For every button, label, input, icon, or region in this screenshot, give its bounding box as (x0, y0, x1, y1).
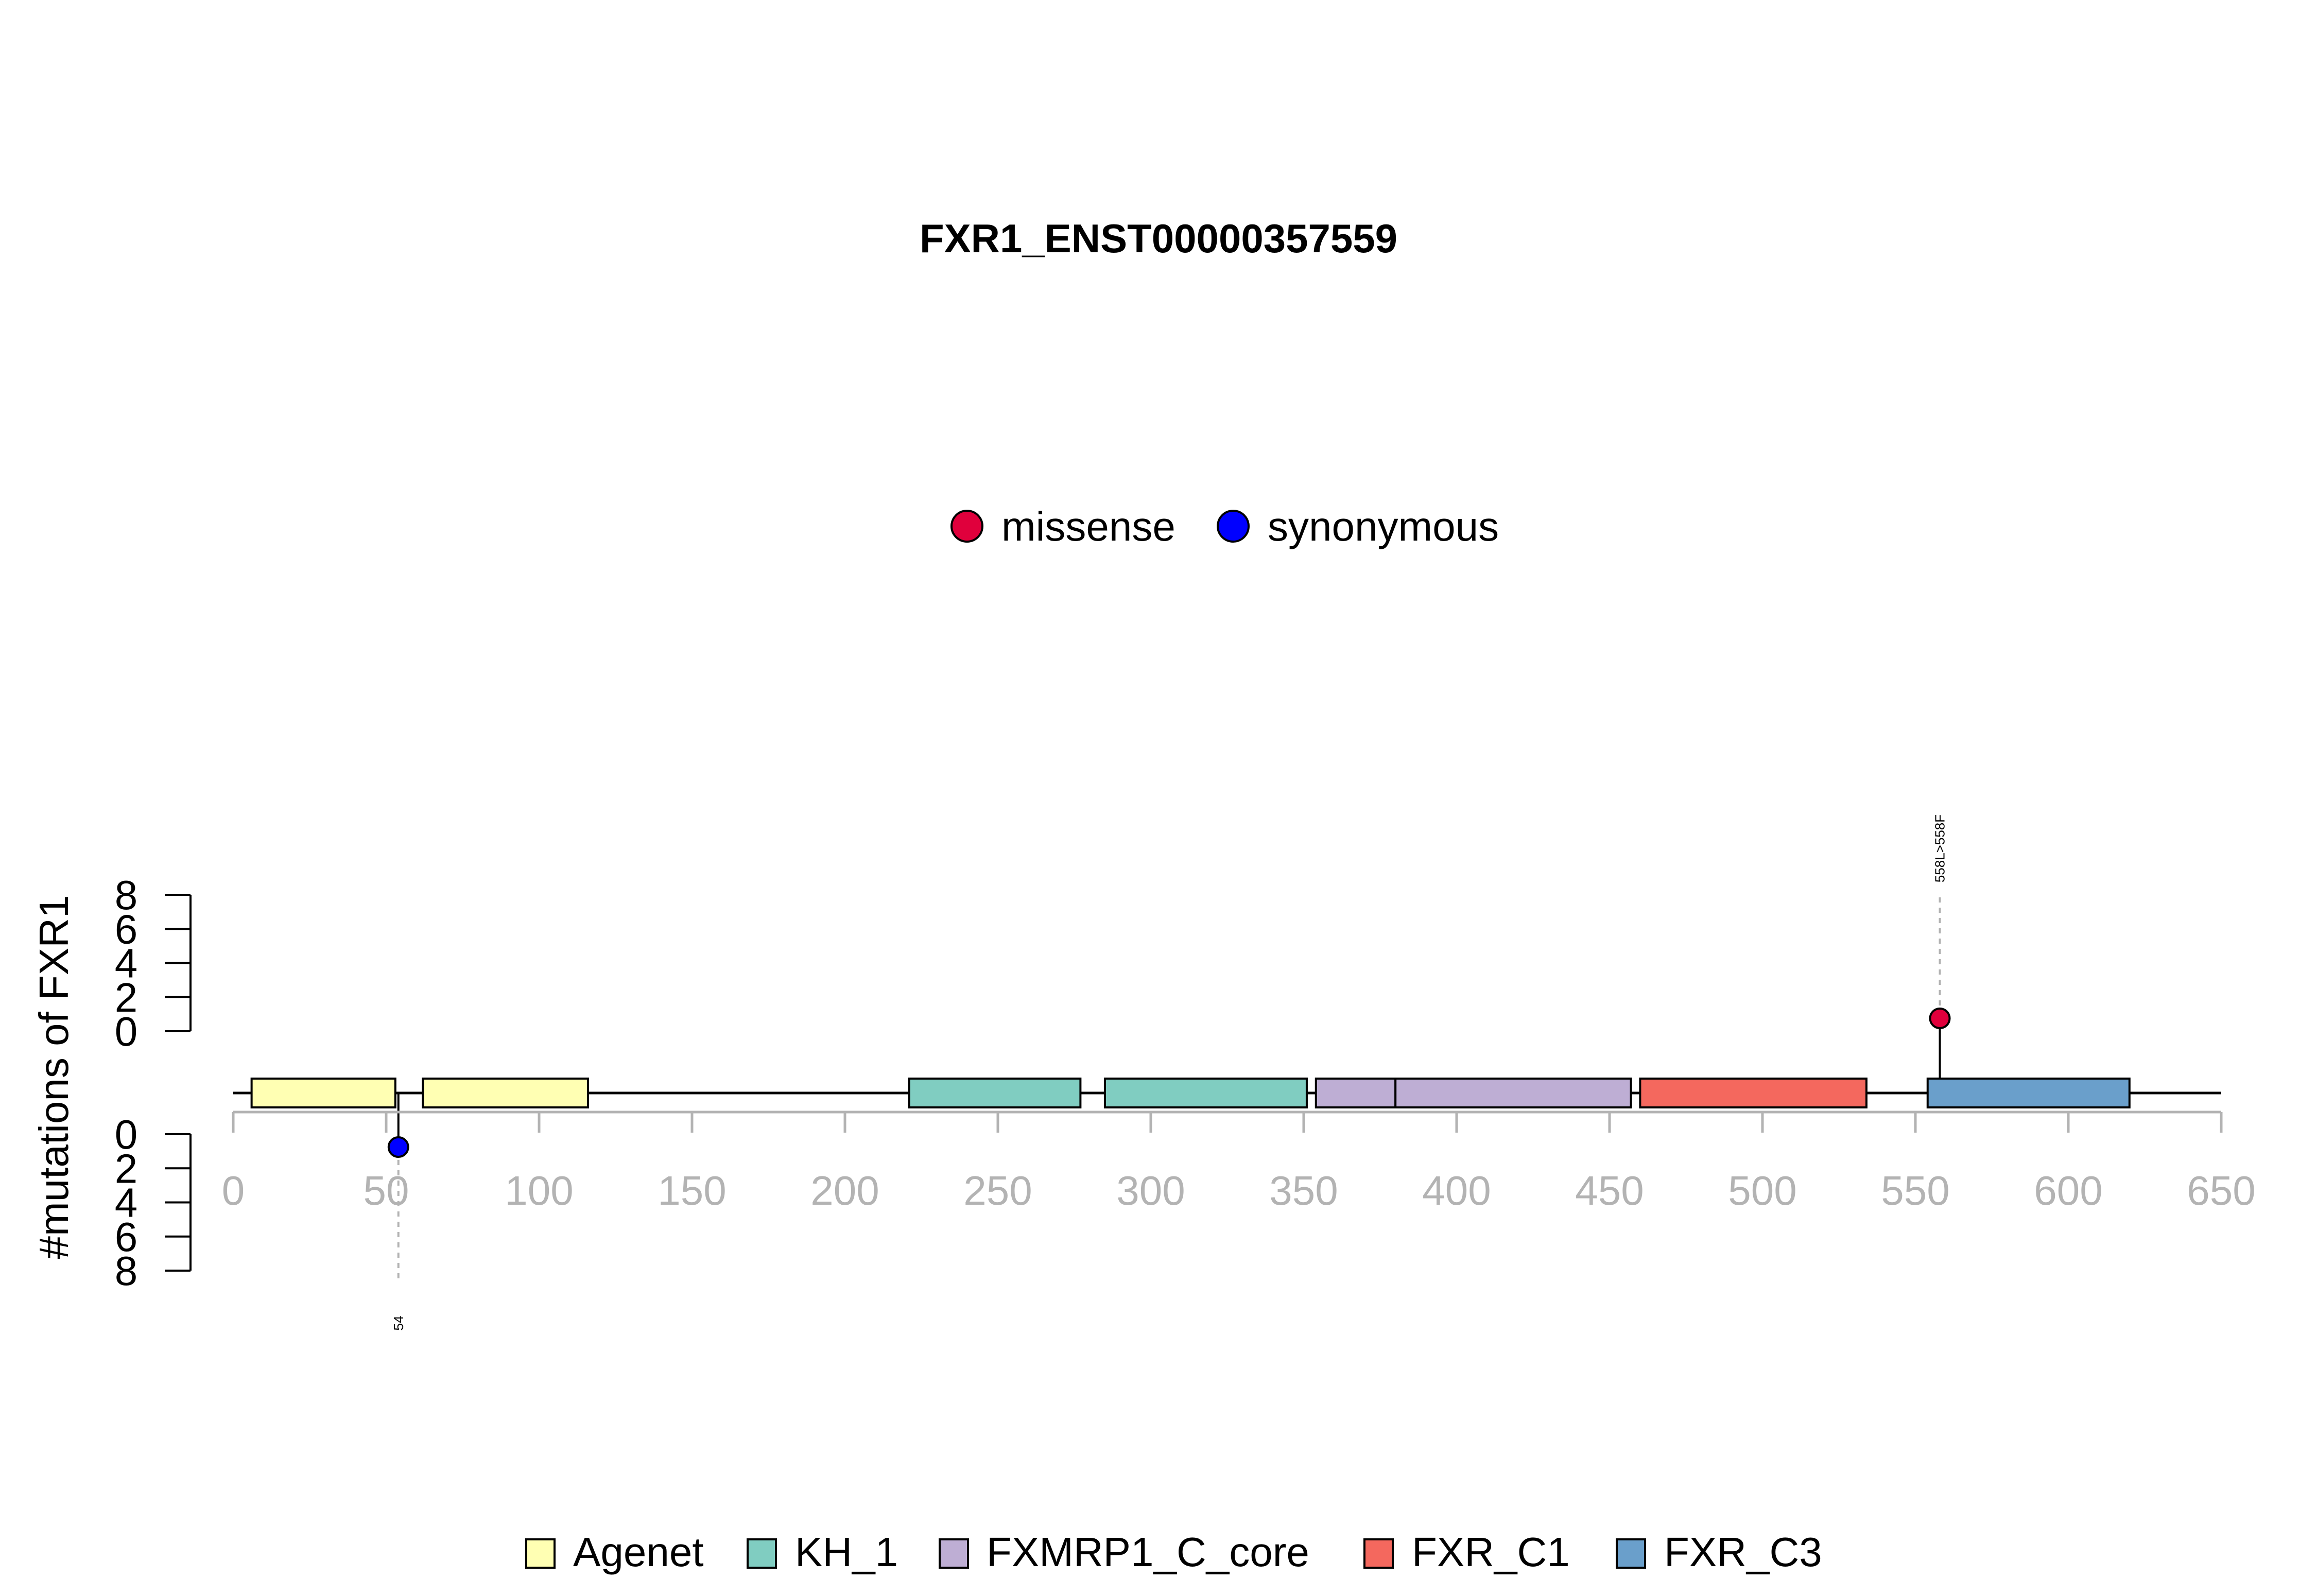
y-axis-label: #mutations of FXR1 (31, 895, 77, 1259)
domain-legend-swatch-FXR_C3 (1616, 1538, 1646, 1569)
domain-legend-swatch-Agenet (525, 1538, 556, 1569)
x-tick-label-550: 550 (1881, 1168, 1949, 1213)
domain-Agenet-2 (422, 1078, 590, 1108)
x-tick-label-100: 100 (505, 1168, 573, 1213)
mutation-lollipops: 558L>558F 54 (387, 814, 1951, 1331)
y-tick-label-bottom-0: 0 (115, 1112, 138, 1157)
x-tick-label-200: 200 (810, 1168, 879, 1213)
legend-label-missense: missense (1001, 504, 1175, 549)
legend-marker-synonymous (1217, 510, 1250, 543)
domain-legend-label-FXMRP1_C_core: FXMRP1_C_core (987, 1529, 1309, 1575)
domain-legend-label-KH_1: KH_1 (795, 1529, 898, 1575)
domain-KH_1-4 (1103, 1078, 1308, 1108)
domain-legend-swatch-FXR_C1 (1363, 1538, 1394, 1569)
x-tick-label-50: 50 (364, 1168, 409, 1213)
y-tick-label-bottom-6: 6 (115, 1214, 138, 1260)
mutation-label-54: 54 (391, 1316, 406, 1331)
x-tick-label-250: 250 (963, 1168, 1032, 1213)
domain-legend-swatch-FXMRP1_C_core (939, 1538, 969, 1569)
domain-legend-swatch-KH_1 (747, 1538, 777, 1569)
x-tick-label-650: 650 (2187, 1168, 2255, 1213)
domain-legend-label-FXR_C1: FXR_C1 (1412, 1529, 1570, 1575)
domain-FXMRP1_C_core-6 (1394, 1078, 1632, 1108)
x-tick-label-500: 500 (1728, 1168, 1796, 1213)
lollipop-head-558 (1929, 1008, 1951, 1029)
domain-FXR_C1-7 (1639, 1078, 1868, 1108)
x-tick-label-450: 450 (1575, 1168, 1644, 1213)
legend-marker-missense (950, 510, 983, 543)
protein-domains (250, 1078, 2131, 1108)
x-tick-label-150: 150 (658, 1168, 726, 1213)
x-tick-label-600: 600 (2034, 1168, 2102, 1213)
domain-legend-label-FXR_C3: FXR_C3 (1664, 1529, 1822, 1575)
domain-Agenet-1 (250, 1078, 396, 1108)
y-tick-label-top-6: 6 (115, 906, 138, 952)
y-tick-label-bottom-8: 8 (115, 1248, 138, 1294)
domain-KH_1-3 (908, 1078, 1082, 1108)
y-tick-label-bottom-4: 4 (115, 1180, 138, 1226)
y-tick-label-top-2: 2 (115, 975, 138, 1020)
domain-FXMRP1_C_core-5 (1315, 1078, 1397, 1108)
x-tick-label-300: 300 (1116, 1168, 1185, 1213)
y-tick-label-top-0: 0 (115, 1009, 138, 1054)
mutation-legend: missense synonymous (950, 504, 1499, 549)
y-tick-label-top-4: 4 (115, 941, 138, 986)
chart-title: FXR1_ENST00000357559 (920, 216, 1397, 261)
x-axis: 0 50 100 150 200 250 300 350 400 450 500 550 600 650 (222, 1111, 2256, 1213)
y-tick-label-top-8: 8 (115, 872, 138, 918)
x-tick-label-400: 400 (1422, 1168, 1491, 1213)
domain-legend-label-Agenet: Agenet (573, 1529, 704, 1575)
domain-FXR_C3-8 (1926, 1078, 2131, 1108)
legend-label-synonymous: synonymous (1268, 504, 1499, 549)
x-tick-label-0: 0 (222, 1168, 245, 1213)
lollipop-head-54 (387, 1136, 409, 1158)
y-tick-label-bottom-2: 2 (115, 1146, 138, 1191)
domain-legend: Agenet KH_1 FXMRP1_C_core FXR_C1 FXR_C3 (525, 1529, 1822, 1575)
mutation-label-558: 558L>558F (1932, 814, 1948, 882)
x-tick-label-350: 350 (1269, 1168, 1338, 1213)
